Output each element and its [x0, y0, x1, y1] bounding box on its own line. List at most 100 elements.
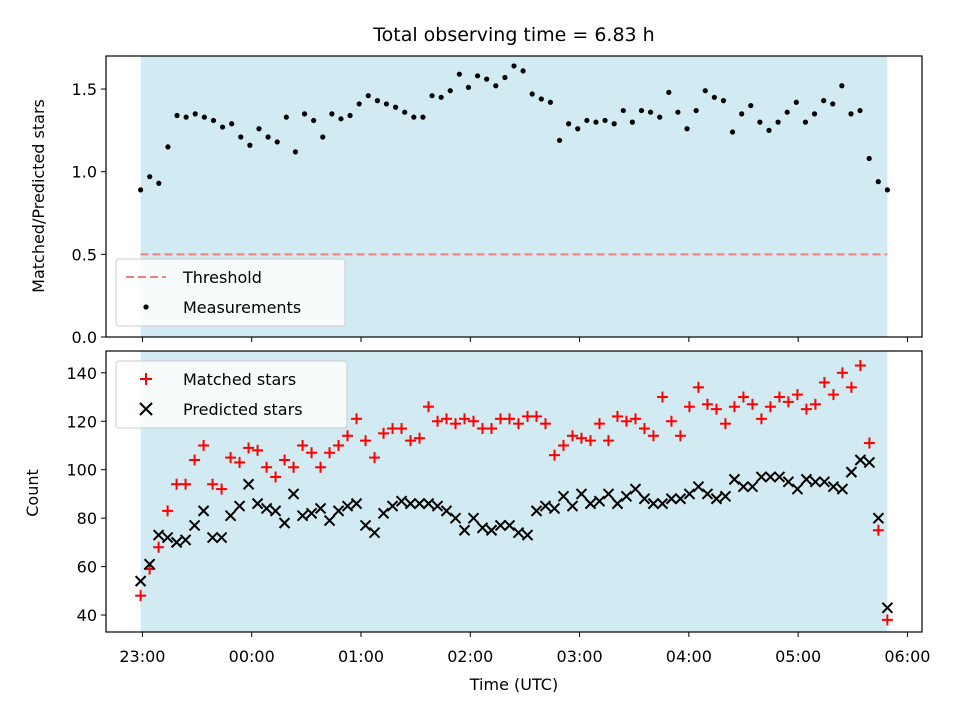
measurement-point: [839, 83, 845, 89]
measurement-point: [356, 101, 362, 107]
predicted-star-point: [449, 512, 462, 524]
predicted-star-point: [566, 500, 579, 512]
predicted-star-point: [386, 500, 399, 512]
predicted-star-point: [701, 488, 714, 500]
x-tick-label: 04:00: [666, 647, 712, 666]
predicted-star-point: [188, 519, 201, 532]
matched-star-point: [459, 413, 471, 425]
matched-star-point: [270, 471, 282, 483]
matched-star-point: [629, 413, 641, 425]
predicted-star-point: [368, 526, 381, 539]
legend-matched-swatch: [140, 373, 152, 385]
predicted-star-point: [647, 497, 660, 510]
predicted-star-point: [818, 476, 831, 488]
predicted-star-point: [620, 490, 633, 503]
matched-star-point: [845, 381, 857, 393]
matched-star-point: [432, 415, 444, 427]
predicted-star-point: [458, 524, 471, 536]
predicted-star-point: [323, 514, 336, 527]
measurement-point: [165, 144, 171, 150]
matched-star-point: [189, 454, 201, 466]
matched-star-point: [351, 413, 363, 425]
measurement-point: [229, 121, 235, 127]
predicted-star-point: [791, 483, 804, 495]
matched-star-point: [683, 401, 695, 413]
predicted-star-point: [224, 510, 237, 522]
predicted-star-point: [305, 507, 318, 520]
measurement-point: [465, 84, 472, 91]
measurement-point: [629, 119, 635, 125]
measurement-point: [666, 89, 672, 95]
measurement-point: [848, 111, 854, 117]
predicted-star-point: [674, 493, 687, 505]
measurement-point: [183, 114, 189, 120]
predicted-star-point: [584, 497, 597, 510]
measurement-point: [821, 98, 827, 104]
measurement-point: [611, 121, 617, 127]
predicted-star-point: [350, 497, 363, 510]
predicted-star-point: [476, 522, 489, 534]
matched-star-point: [755, 413, 767, 425]
matched-star-point: [881, 614, 893, 626]
measurement-point: [875, 179, 881, 185]
y-tick-label: 120: [66, 412, 97, 431]
measurement-point: [866, 155, 872, 162]
y-tick-label: 60: [77, 558, 97, 577]
predicted-star-point: [737, 480, 750, 493]
y-tick-label: 0.5: [72, 245, 97, 264]
measurement-point: [493, 83, 499, 89]
measurement-point: [729, 129, 736, 135]
predicted-star-point: [872, 512, 885, 524]
measurement-point: [720, 98, 727, 104]
matched-star-point: [737, 391, 749, 403]
measurement-point: [238, 134, 244, 140]
measurement-point: [174, 112, 180, 119]
measurement-point: [538, 96, 544, 102]
matched-star-point: [863, 437, 875, 449]
matched-star-point: [710, 403, 722, 415]
measurement-point: [648, 109, 654, 115]
predicted-star-point: [197, 505, 210, 517]
measurement-point: [338, 116, 344, 122]
measurement-point: [329, 111, 335, 117]
predicted-star-point: [242, 478, 255, 490]
measurement-point: [802, 119, 809, 125]
measurement-point: [347, 112, 353, 119]
measurement-point: [684, 126, 690, 132]
matched-star-point: [827, 389, 839, 401]
matched-star-point: [557, 439, 569, 451]
measurement-point: [283, 114, 289, 120]
predicted-star-point: [719, 490, 732, 503]
measurement-point: [830, 101, 836, 107]
matched-star-point: [315, 461, 327, 473]
measurement-point: [556, 137, 563, 143]
matched-star-point: [306, 447, 318, 459]
counts-panel: 40 60 80 100 120 140 23:00 00:00 01:00 02:00 03:0…: [23, 350, 930, 694]
measurement-point: [529, 91, 535, 97]
matched-star-point: [216, 483, 228, 495]
measurement-point: [547, 99, 554, 105]
y-tick-label: 40: [77, 606, 97, 625]
x-tick-label: 01:00: [338, 647, 384, 666]
y-tick-label: 0.0: [72, 328, 97, 347]
measurement-point: [456, 71, 462, 77]
predicted-star-point: [530, 505, 543, 517]
matched-star-point: [746, 398, 758, 410]
legend-matched-label: Matched stars: [183, 370, 296, 389]
matched-star-point: [252, 444, 264, 456]
matched-star-point: [809, 398, 821, 410]
matched-star-point: [342, 430, 354, 442]
predicted-star-point: [656, 497, 669, 510]
predicted-star-point: [296, 510, 309, 522]
predicted-star-point: [431, 500, 444, 512]
predicted-star-point: [332, 505, 345, 517]
measurement-point: [593, 119, 599, 125]
matched-star-point: [324, 447, 336, 459]
predicted-star-point: [782, 476, 795, 488]
counts-legend: Matched stars Predicted stars: [115, 360, 348, 429]
matched-star-point: [369, 452, 381, 464]
measurement-point: [511, 63, 517, 69]
matched-star-point: [872, 524, 884, 536]
measurement-point: [201, 114, 207, 120]
measurement-point: [638, 107, 645, 114]
